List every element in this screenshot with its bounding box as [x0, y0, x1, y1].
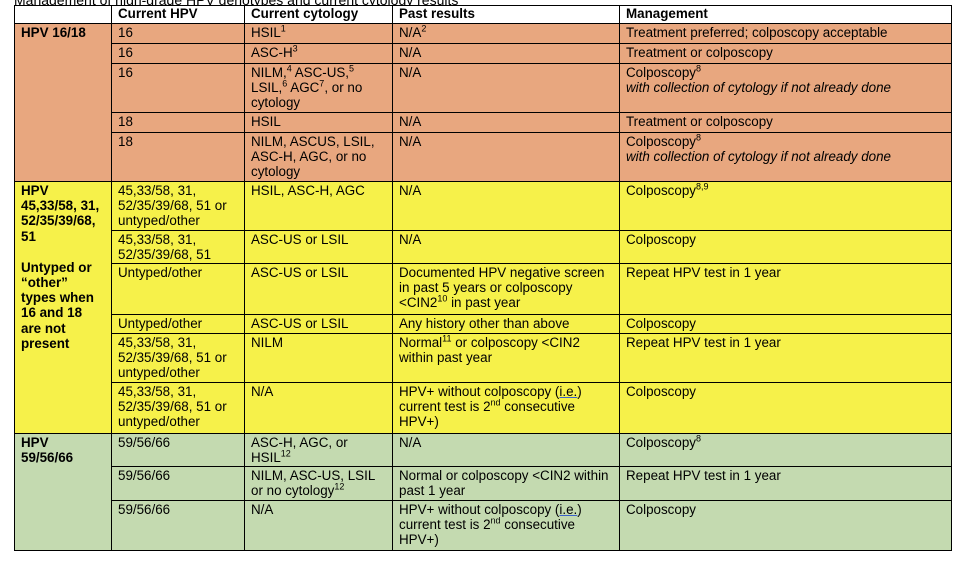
- cell-management: Colposcopy: [619, 382, 952, 434]
- header-current-hpv: Current HPV: [111, 5, 245, 24]
- management-note: with collection of cytology if not alrea…: [626, 80, 891, 96]
- header-current-cytology: Current cytology: [244, 5, 393, 24]
- cell-current-cytology: N/A: [244, 382, 393, 434]
- cell-past-results: N/A: [392, 433, 620, 467]
- cell-past-results: N/A: [392, 181, 620, 231]
- cell-current-cytology: HSIL: [244, 112, 393, 133]
- cell-management: Repeat HPV test in 1 year: [619, 263, 952, 315]
- group-label-hpv-high-risk-other: HPV 45,33/58, 31, 52/35/39/68, 51 Untype…: [14, 181, 112, 434]
- cell-current-cytology: ASC-H3: [244, 43, 393, 64]
- cell-current-hpv: 16: [111, 23, 245, 44]
- cell-current-cytology: HSIL1: [244, 23, 393, 44]
- cell-past-results: Documented HPV negative screen in past 5…: [392, 263, 620, 315]
- cell-past-results: N/A: [392, 63, 620, 113]
- table-row: 45,33/58, 31, 52/35/39/68, 51 or untyped…: [15, 382, 952, 434]
- cell-past-results: HPV+ without colposcopy (i.e.) current t…: [392, 382, 620, 434]
- table-row: Untyped/other ASC-US or LSIL Any history…: [15, 314, 952, 334]
- cell-current-hpv: 59/56/66: [111, 466, 245, 501]
- table-caption: Management of high-grade HPV genotypes a…: [14, 0, 459, 8]
- group-label-hpv-59-56-66: HPV 59/56/66: [14, 433, 112, 551]
- cell-current-hpv: 18: [111, 132, 245, 182]
- hpv-management-table: Current HPV Current cytology Past result…: [14, 5, 952, 551]
- cell-past-results: HPV+ without colposcopy (i.e.) current t…: [392, 500, 620, 551]
- cell-current-hpv: 59/56/66: [111, 433, 245, 467]
- cell-management: Repeat HPV test in 1 year: [619, 333, 952, 383]
- header-past-results: Past results: [392, 5, 620, 24]
- cell-management: Colposcopy: [619, 500, 952, 551]
- table-row: 45,33/58, 31, 52/35/39/68, 51 ASC-US or …: [15, 230, 952, 264]
- table-row: 18 HSIL N/A Treatment or colposcopy: [15, 112, 952, 133]
- table-row: 59/56/66 NILM, ASC-US, LSIL or no cytolo…: [15, 466, 952, 501]
- header-group: [14, 5, 112, 24]
- table-row: HPV 45,33/58, 31, 52/35/39/68, 51 Untype…: [14, 181, 952, 434]
- table-row: 16 ASC-H3 N/A Treatment or colposcopy: [15, 43, 952, 64]
- cell-current-cytology: ASC-US or LSIL: [244, 263, 393, 315]
- management-note: with collection of cytology if not alrea…: [626, 149, 891, 165]
- cell-past-results: N/A: [392, 230, 620, 264]
- table-row: HPV 59/56/66 59/56/66 ASC-H, AGC, or HSI…: [14, 433, 952, 551]
- cell-current-cytology: NILM, ASC-US, LSIL or no cytology12: [244, 466, 393, 501]
- cell-past-results: N/A: [392, 43, 620, 64]
- table-row: 16 NILM,4 ASC-US,5 LSIL,6 AGC7, or no cy…: [15, 63, 952, 113]
- cell-current-hpv: 45,33/58, 31, 52/35/39/68, 51 or untyped…: [111, 382, 245, 434]
- cell-management: Treatment or colposcopy: [619, 43, 952, 64]
- cell-current-cytology: HSIL, ASC-H, AGC: [244, 181, 393, 231]
- cell-management: Repeat HPV test in 1 year: [619, 466, 952, 501]
- cell-current-hpv: 45,33/58, 31, 52/35/39/68, 51 or untyped…: [111, 181, 245, 231]
- table-row: Untyped/other ASC-US or LSIL Documented …: [15, 263, 952, 315]
- cell-past-results: N/A2: [392, 23, 620, 44]
- cell-past-results: Normal or colposcopy <CIN2 within past 1…: [392, 466, 620, 501]
- table-row: HPV 16/18 16 HSIL1 N/A2 Treatment prefer…: [14, 23, 952, 182]
- header-management: Management: [619, 5, 952, 24]
- ie-link[interactable]: i.e.: [559, 502, 578, 517]
- cell-management: Colposcopy8 with collection of cytology i…: [619, 63, 952, 113]
- cell-current-cytology: NILM: [244, 333, 393, 383]
- table-row: 59/56/66 N/A HPV+ without colposcopy (i.…: [15, 500, 952, 551]
- cell-management: Colposcopy8 with collection of cytology i…: [619, 132, 952, 182]
- cell-management: Treatment or colposcopy: [619, 112, 952, 133]
- cell-current-cytology: NILM, ASCUS, LSIL, ASC-H, AGC, or no cyt…: [244, 132, 393, 182]
- header-row: Current HPV Current cytology Past result…: [14, 5, 952, 24]
- cell-current-hpv: 18: [111, 112, 245, 133]
- cell-current-cytology: ASC-H, AGC, or HSIL12: [244, 433, 393, 467]
- cell-current-hpv: Untyped/other: [111, 314, 245, 334]
- table-row: 18 NILM, ASCUS, LSIL, ASC-H, AGC, or no …: [15, 132, 952, 182]
- cell-current-hpv: Untyped/other: [111, 263, 245, 315]
- cell-current-cytology: N/A: [244, 500, 393, 551]
- ie-link[interactable]: i.e.: [559, 384, 578, 399]
- table-row: 45,33/58, 31, 52/35/39/68, 51 or untyped…: [15, 333, 952, 383]
- cell-management: Colposcopy8,9: [619, 181, 952, 231]
- cell-management: Colposcopy: [619, 314, 952, 334]
- cell-current-hpv: 45,33/58, 31, 52/35/39/68, 51 or untyped…: [111, 333, 245, 383]
- cell-past-results: Normal11 or colposcopy <CIN2 within past…: [392, 333, 620, 383]
- cell-current-hpv: 16: [111, 43, 245, 64]
- cell-current-hpv: 16: [111, 63, 245, 113]
- cell-management: Treatment preferred; colposcopy acceptab…: [619, 23, 952, 44]
- cell-past-results: N/A: [392, 132, 620, 182]
- cell-past-results: Any history other than above: [392, 314, 620, 334]
- cell-management: Colposcopy: [619, 230, 952, 264]
- cell-current-cytology: ASC-US or LSIL: [244, 230, 393, 264]
- cell-management: Colposcopy8: [619, 433, 952, 467]
- cell-current-cytology: NILM,4 ASC-US,5 LSIL,6 AGC7, or no cytol…: [244, 63, 393, 113]
- cell-current-hpv: 45,33/58, 31, 52/35/39/68, 51: [111, 230, 245, 264]
- cell-current-cytology: ASC-US or LSIL: [244, 314, 393, 334]
- cell-past-results: N/A: [392, 112, 620, 133]
- group-label-hpv-16-18: HPV 16/18: [14, 23, 112, 182]
- cell-current-hpv: 59/56/66: [111, 500, 245, 551]
